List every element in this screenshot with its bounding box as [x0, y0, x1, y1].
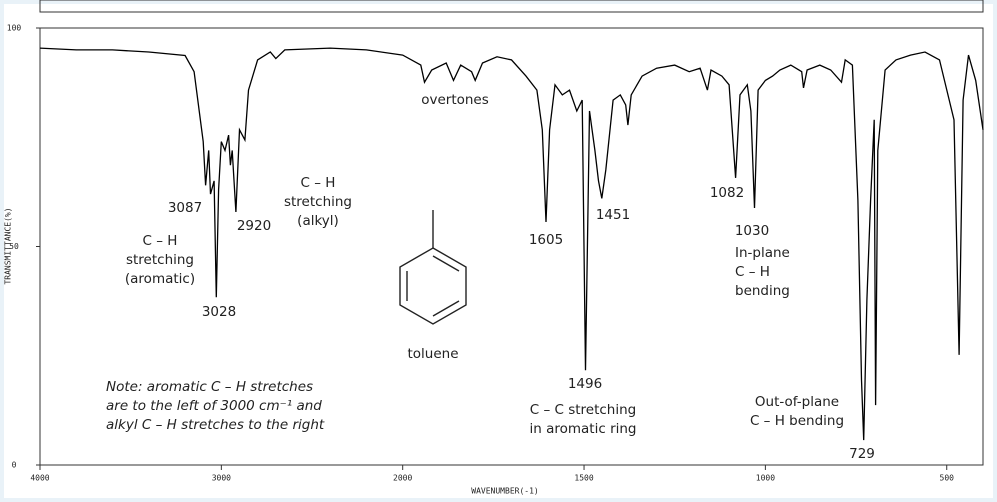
- annotation: C – C stretching: [530, 402, 637, 418]
- annotation: C – H: [143, 233, 178, 249]
- annotation: stretching: [284, 194, 352, 210]
- annotation: In-plane: [735, 245, 790, 261]
- annotation: in aromatic ring: [530, 421, 637, 437]
- annotation: 729: [849, 446, 875, 462]
- spectrum-line: [39, 47, 984, 441]
- annotation: C – H: [301, 175, 336, 191]
- y-axis-title: TRANSMITTANCE(%): [4, 207, 13, 284]
- annotation: bending: [735, 283, 790, 299]
- x-tick-label: 1500: [574, 474, 593, 483]
- annotation: stretching: [126, 252, 194, 268]
- x-axis-title: WAVENUMBER(-1): [471, 487, 538, 496]
- y-tick-label: 50: [9, 242, 19, 251]
- y-tick-label: 100: [7, 24, 22, 33]
- annotation: Out-of-plane: [755, 394, 839, 410]
- x-tick-label: 1000: [756, 474, 775, 483]
- annotation: 2920: [237, 218, 271, 234]
- annotation: 1030: [735, 223, 769, 239]
- annotation: 1605: [529, 232, 563, 248]
- x-tick-label: 2000: [393, 474, 412, 483]
- annotation: 3087: [168, 200, 202, 216]
- annotation: 3028: [202, 304, 236, 320]
- toluene-structure: [399, 210, 467, 325]
- annotation: overtones: [421, 92, 489, 108]
- annotation: 1496: [568, 376, 602, 392]
- x-tick-label: 3000: [212, 474, 231, 483]
- annotation: C – H bending: [750, 413, 844, 429]
- annotation: (alkyl): [297, 213, 339, 229]
- x-tick-label: 4000: [30, 474, 49, 483]
- note: are to the left of 3000 cm⁻¹ and: [106, 398, 322, 414]
- annotation: (aromatic): [125, 271, 195, 287]
- y-tick-label: 0: [12, 461, 17, 470]
- note: Note: aromatic C – H stretches: [106, 379, 313, 395]
- annotation: 1451: [596, 207, 630, 223]
- note: alkyl C – H stretches to the right: [106, 417, 325, 433]
- chart-background: [4, 4, 993, 498]
- annotation: C – H: [735, 264, 770, 280]
- annotation: toluene: [407, 346, 458, 362]
- annotation: 1082: [710, 185, 744, 201]
- top-frame: [39, 0, 984, 13]
- x-tick-label: 500: [940, 474, 955, 483]
